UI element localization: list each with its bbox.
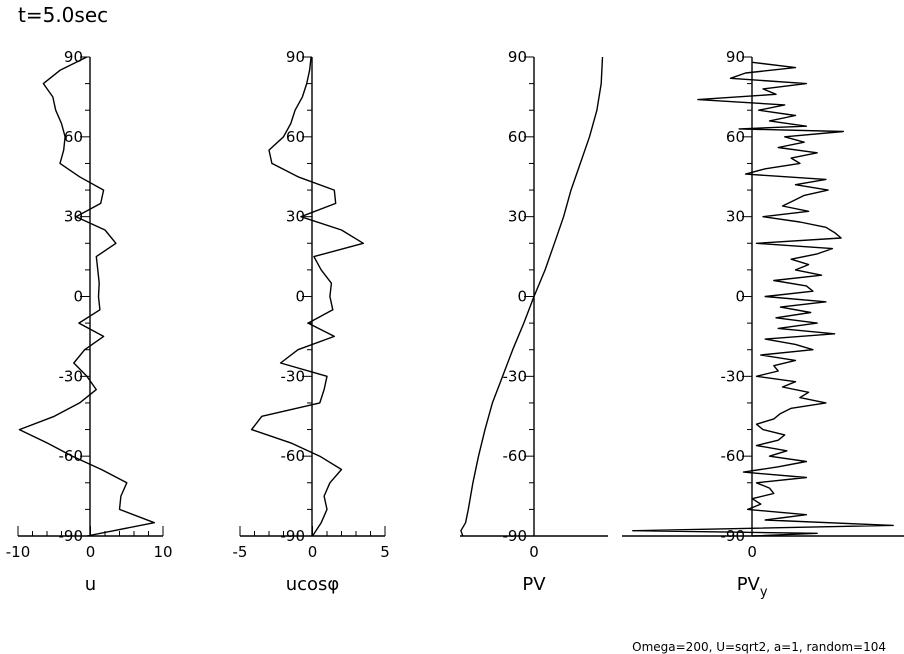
x-tick-label: 0 [529,543,539,561]
y-tick-label: 60 [508,128,527,146]
x-axis-label: PVy [737,574,768,600]
x-tick-label: 0 [747,543,757,561]
y-tick-label: 90 [726,48,745,66]
x-tick-label: -10 [6,543,31,561]
y-tick-label: 90 [508,48,527,66]
y-tick-label: -60 [503,447,528,465]
y-tick-label: -30 [281,367,306,385]
y-tick-label: -30 [721,367,746,385]
x-tick-label: -5 [233,543,248,561]
y-tick-label: -30 [59,367,84,385]
x-tick-label: 5 [380,543,390,561]
figure-title: t=5.0sec [18,3,108,27]
data-series-line [632,61,894,537]
y-tick-label: 0 [517,288,527,306]
y-tick-label: 60 [64,128,83,146]
x-axis-label-subscript: y [760,585,768,600]
y-tick-label: -60 [721,447,746,465]
y-tick-label: -30 [503,367,528,385]
y-tick-label: 60 [726,128,745,146]
y-tick-label: 60 [286,128,305,146]
y-tick-label: 0 [73,288,83,306]
y-tick-label: 0 [735,288,745,306]
x-axis-label: u [85,574,96,595]
y-tick-label: 30 [64,208,83,226]
parameter-footnote: Omega=200, U=sqrt2, a=1, random=104 [632,640,886,654]
data-series-line [460,56,604,537]
y-tick-label: 90 [286,48,305,66]
x-tick-label: 10 [153,543,172,561]
x-axis-label: PV [522,574,546,595]
y-tick-label: -60 [59,447,84,465]
y-tick-label: 30 [508,208,527,226]
x-tick-label: 0 [86,543,96,561]
data-series-line [250,56,364,537]
y-tick-label: -60 [281,447,306,465]
x-tick-label: 0 [308,543,318,561]
x-axis-label: ucosφ [286,574,340,595]
y-tick-label: 30 [286,208,305,226]
y-tick-label: 0 [295,288,305,306]
y-tick-label: 30 [726,208,745,226]
data-series-line [18,56,156,537]
